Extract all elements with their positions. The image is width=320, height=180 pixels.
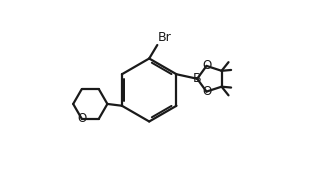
Text: O: O xyxy=(202,85,211,98)
Text: O: O xyxy=(202,59,211,72)
Text: O: O xyxy=(77,112,86,125)
Text: B: B xyxy=(193,72,202,85)
Text: Br: Br xyxy=(158,31,172,44)
